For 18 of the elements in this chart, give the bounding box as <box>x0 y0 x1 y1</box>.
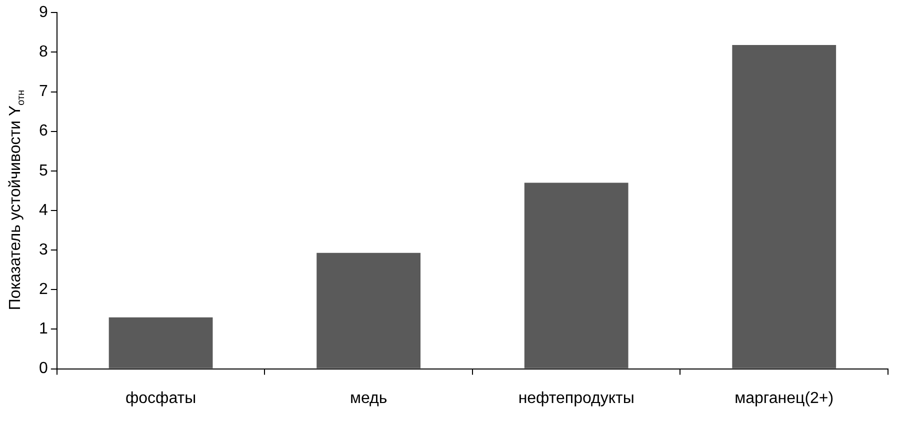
x-tick-label: марганец(2+) <box>734 390 834 407</box>
y-tick-label: 9 <box>38 4 48 22</box>
y-tick-label: 3 <box>38 241 48 258</box>
y-tick-label: 8 <box>38 44 48 61</box>
y-tick-label: 2 <box>38 281 48 298</box>
y-tick-label: 0 <box>38 360 48 378</box>
x-tick-label: нефтепродукты <box>518 390 634 407</box>
bar <box>524 182 628 368</box>
y-tick-label: 4 <box>38 202 48 219</box>
bar <box>732 45 836 368</box>
y-tick-label: 6 <box>38 122 48 140</box>
y-tick-label: 5 <box>38 162 48 180</box>
x-tick-label: фосфаты <box>125 390 196 407</box>
x-tick-label: медь <box>350 390 388 407</box>
y-tick-label: 7 <box>38 83 48 100</box>
y-tick-label: 1 <box>38 320 48 338</box>
bar <box>108 317 213 368</box>
bar <box>316 252 421 368</box>
